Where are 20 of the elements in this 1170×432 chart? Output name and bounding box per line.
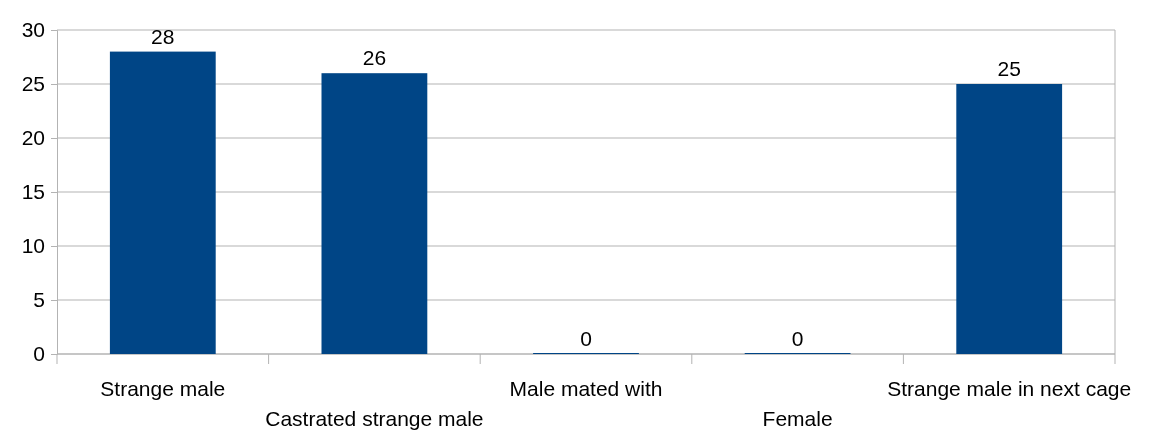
data-label: 26	[362, 46, 387, 70]
y-tick-label: 20	[21, 126, 45, 150]
y-tick-label: 15	[21, 180, 45, 204]
y-tick-label: 5	[33, 288, 45, 312]
data-label: 0	[791, 327, 804, 350]
bar	[956, 84, 1063, 354]
x-tick-label: Strange male in next cage	[887, 377, 1132, 400]
data-label: 28	[151, 24, 175, 48]
bar	[109, 51, 216, 354]
data-label: 25	[997, 57, 1021, 80]
y-tick-label: 10	[21, 234, 45, 258]
x-tick-label: Castrated strange male	[265, 407, 484, 430]
x-tick-label: Male mated with	[509, 377, 663, 400]
y-tick-label: 30	[21, 18, 45, 42]
x-tick-label: Female	[762, 407, 833, 430]
y-tick-label: 0	[33, 342, 45, 366]
data-label: 0	[580, 327, 592, 350]
bar	[321, 73, 428, 354]
x-tick-label: Strange male	[100, 377, 226, 400]
y-tick-label: 25	[21, 72, 45, 96]
